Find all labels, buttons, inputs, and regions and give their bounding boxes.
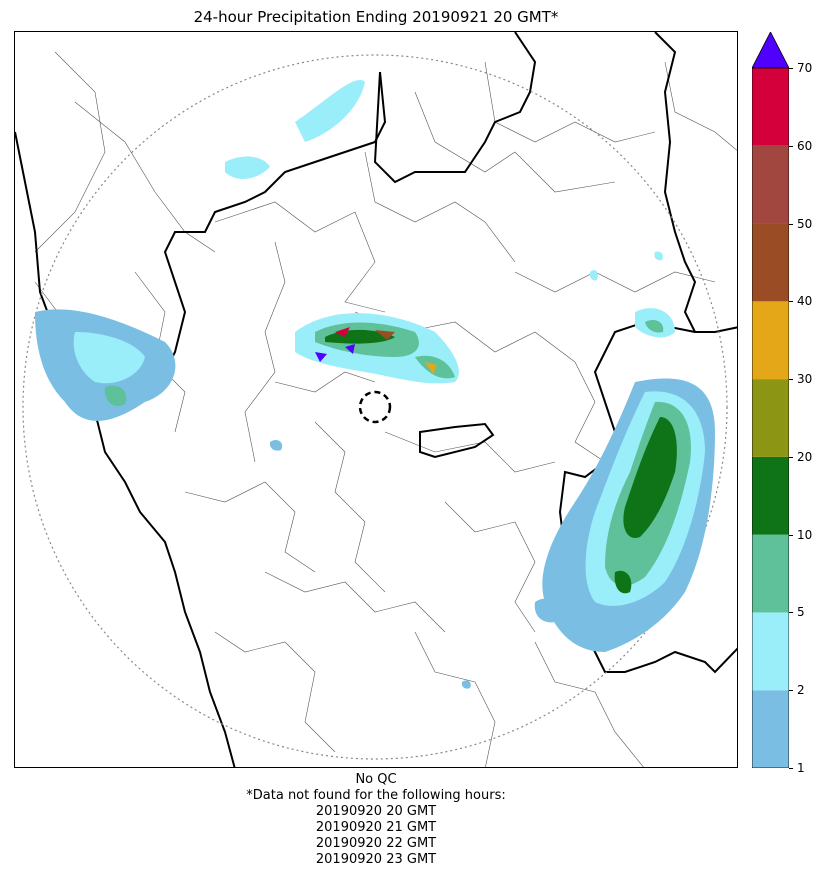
colorbar-segment bbox=[752, 145, 789, 224]
colorbar-label: 70 bbox=[797, 61, 813, 75]
colorbar-tick bbox=[789, 612, 793, 614]
colorbar-tick bbox=[789, 768, 793, 769]
colorbar-segment bbox=[752, 456, 789, 535]
colorbar-tick bbox=[789, 690, 793, 692]
colorbar-label: 20 bbox=[797, 449, 813, 464]
colorbar-extend-arrow bbox=[751, 31, 790, 69]
colorbar-label: 60 bbox=[797, 138, 813, 153]
colorbar-label: 50 bbox=[797, 216, 813, 231]
missing-hour: 20190920 20 GMT bbox=[315, 804, 437, 819]
missing-data-header: *Data not found for the following hours: bbox=[246, 788, 506, 803]
colorbar-tick bbox=[789, 145, 793, 147]
colorbar-segment bbox=[752, 301, 789, 380]
colorbar-label: 2 bbox=[797, 683, 805, 698]
colorbar-segment bbox=[752, 68, 789, 146]
missing-hour: 20190920 21 GMT bbox=[315, 820, 437, 835]
colorbar-tick bbox=[789, 68, 793, 69]
colorbar-label: 10 bbox=[797, 527, 813, 542]
map-title: 24-hour Precipitation Ending 20190921 20… bbox=[193, 8, 559, 26]
colorbar-tick bbox=[789, 301, 793, 303]
colorbar-tick bbox=[789, 534, 793, 536]
colorbar-label: 30 bbox=[797, 372, 813, 387]
radar-map bbox=[14, 31, 738, 768]
qc-note: No QC bbox=[355, 772, 397, 787]
colorbar-segment bbox=[752, 612, 789, 691]
missing-hour: 20190920 23 GMT bbox=[315, 852, 437, 867]
colorbar-tick bbox=[789, 456, 793, 458]
colorbar-svg bbox=[751, 31, 790, 769]
colorbar-segment bbox=[752, 223, 789, 302]
colorbar-segment bbox=[752, 379, 789, 457]
radar-site-marker bbox=[358, 390, 392, 424]
colorbar-tick bbox=[789, 379, 793, 381]
missing-hour: 20190920 22 GMT bbox=[315, 836, 437, 851]
colorbar-label: 40 bbox=[797, 294, 813, 309]
colorbar-label: 5 bbox=[797, 605, 805, 620]
colorbar-label: 1 bbox=[797, 761, 805, 775]
precipitation-areas bbox=[35, 80, 715, 689]
colorbar-tick bbox=[789, 223, 793, 225]
colorbar-segment bbox=[752, 690, 789, 768]
colorbar-segment bbox=[752, 534, 789, 613]
precipitation-colorbar bbox=[751, 31, 790, 769]
footer-notes: No QC *Data not found for the following … bbox=[0, 772, 752, 868]
map-canvas bbox=[15, 32, 737, 767]
range-ring bbox=[22, 54, 728, 760]
